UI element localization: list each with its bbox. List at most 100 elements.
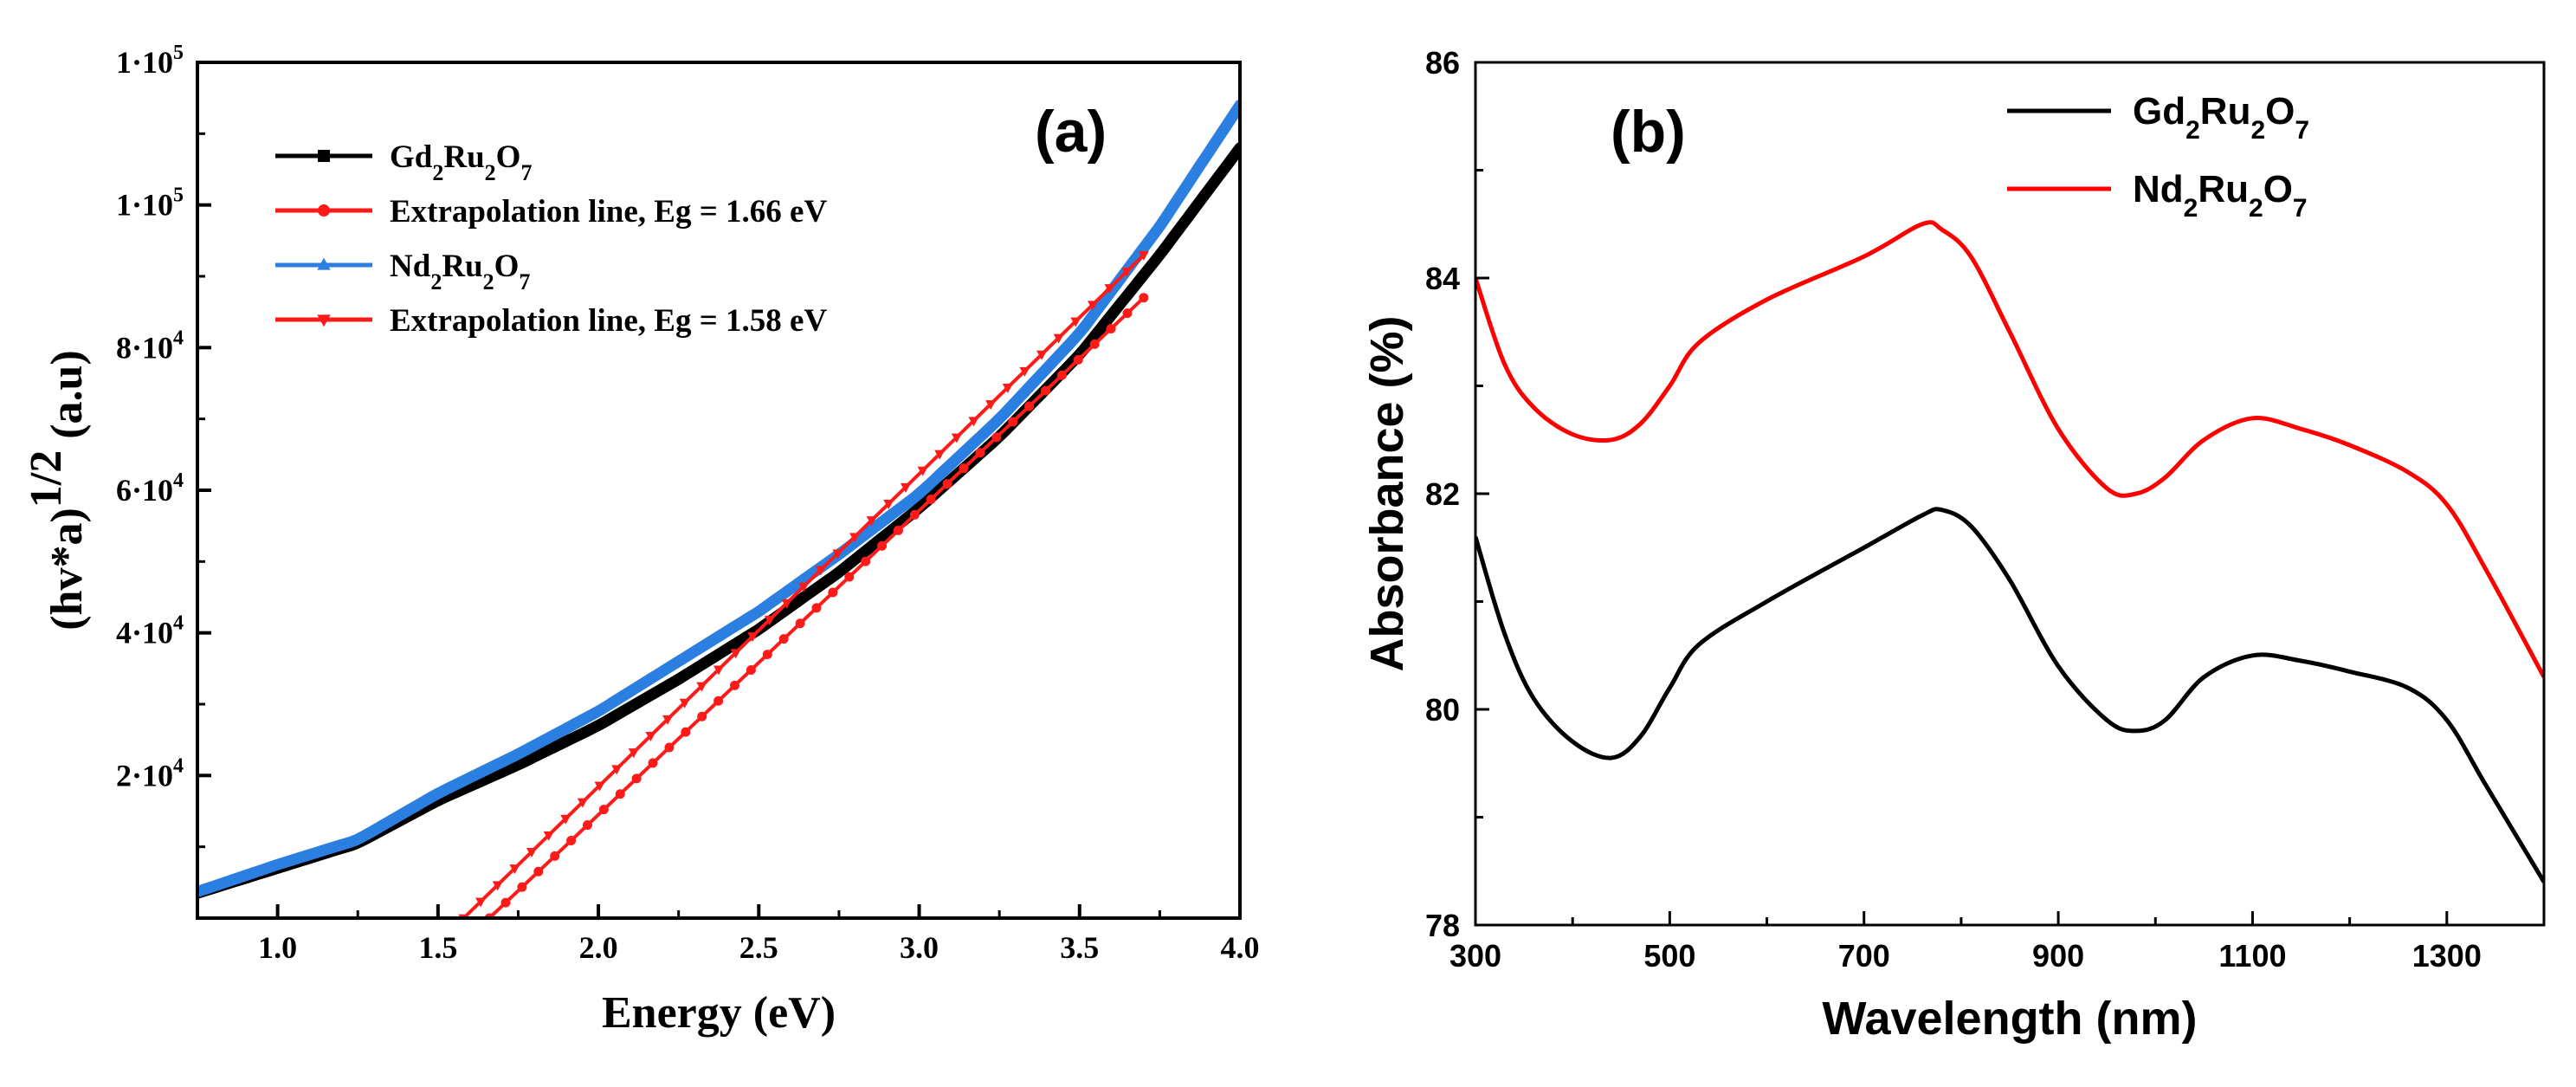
data-point (815, 566, 826, 576)
data-point (975, 448, 985, 458)
legend-entry: Nd2Ru2O7 (2007, 168, 2308, 223)
legend-entry: Nd2Ru2O7 (275, 249, 530, 294)
data-point (747, 632, 759, 643)
y-tick-label: 1·105 (116, 42, 184, 80)
series-a-3 (458, 250, 1149, 918)
series-b-0 (1475, 507, 2544, 883)
legend-label: Extrapolation line, Eg = 1.66 eV (390, 194, 827, 230)
y-axis-title: (hv*a)1/2 (a.u) (22, 350, 92, 631)
x-tick-label: 4.0 (1221, 930, 1260, 965)
data-point (1053, 333, 1064, 344)
data-point (500, 897, 511, 908)
panel-label-b: (b) (1611, 99, 1686, 165)
series-b-1 (1475, 220, 2544, 678)
panel-a-chart: 1.0 1.5 2.0 2.5 3.0 3.5 4.0 2·104 4·104 6·104 8·10… (22, 42, 1260, 1038)
data-point (832, 549, 843, 560)
data-point (550, 851, 560, 861)
data-point (1019, 366, 1030, 377)
x-tick-label: 1300 (2412, 938, 2482, 974)
data-point (844, 572, 855, 582)
data-point (681, 727, 691, 737)
data-point (762, 650, 772, 660)
data-point (849, 533, 861, 543)
x-tick-label: 300 (1449, 938, 1501, 974)
data-point (697, 711, 707, 721)
legend-label: Nd2Ru2O7 (390, 249, 530, 294)
data-point (1008, 417, 1018, 427)
legend-entry: Gd2Ru2O7 (2007, 90, 2309, 145)
y-tick-label: 1·105 (116, 184, 184, 223)
panel-b-chart: 300 500 700 900 1100 1300 78 80 82 84 86 Wavelength… (1361, 45, 2546, 1045)
x-tick-label: 1100 (2218, 938, 2286, 974)
x-tick-label: 500 (1643, 938, 1695, 974)
legend-marker (317, 257, 331, 270)
data-point (492, 881, 503, 891)
series-a-1 (484, 293, 1149, 918)
data-point (934, 450, 946, 460)
data-point (730, 680, 740, 690)
legend-label: Gd2Ru2O7 (390, 139, 532, 185)
x-axis-title: Energy (eV) (602, 988, 836, 1038)
y-tick-label: 2·104 (116, 754, 184, 793)
data-point (951, 433, 962, 443)
legend-label: Gd2Ru2O7 (2133, 90, 2309, 145)
data-point (1087, 301, 1099, 311)
data-point (713, 665, 725, 676)
data-point (598, 805, 609, 815)
series-a-2 (197, 99, 1240, 897)
data-point (1139, 293, 1149, 303)
legend-marker (318, 150, 330, 162)
data-point (959, 463, 969, 474)
data-point (893, 525, 903, 535)
data-point (985, 400, 997, 411)
data-point (1041, 385, 1051, 396)
data-point (764, 616, 775, 626)
y-tick-label: 6·104 (116, 469, 184, 508)
y-tick-label: 84 (1425, 261, 1460, 296)
y-tick-label: 8·104 (116, 327, 184, 365)
legend-entry: Extrapolation line, Eg = 1.58 eV (275, 303, 827, 339)
data-point (1036, 350, 1048, 360)
data-point (566, 835, 577, 845)
x-tick-label: 900 (2032, 938, 2084, 974)
x-tick-label: 1.5 (418, 930, 457, 965)
data-point (798, 582, 810, 592)
x-tick-label: 3.5 (1060, 930, 1099, 965)
x-tick-label: 700 (1838, 938, 1890, 974)
data-point (909, 509, 920, 520)
data-point (781, 598, 792, 609)
data-point (1070, 317, 1081, 327)
x-tick-label: 2.0 (579, 930, 618, 965)
data-point (1122, 308, 1133, 319)
legend-entry: Gd2Ru2O7 (275, 139, 532, 185)
panel-label-a: (a) (1035, 99, 1107, 165)
data-point (628, 748, 639, 759)
data-point (730, 649, 741, 659)
data-point (517, 882, 527, 892)
data-point (861, 556, 871, 566)
y-tick-label: 4·104 (116, 612, 184, 650)
data-point (594, 781, 605, 792)
data-point (1056, 370, 1067, 380)
data-point (926, 494, 936, 504)
data-point (1104, 284, 1115, 294)
data-point (883, 500, 894, 510)
data-point (662, 715, 674, 725)
data-point (664, 742, 675, 753)
data-point (828, 587, 838, 598)
data-point (713, 696, 724, 706)
data-point (543, 831, 554, 841)
data-point (475, 897, 487, 908)
y-tick-label: 78 (1425, 908, 1460, 943)
data-point (1024, 401, 1035, 411)
data-point (866, 516, 877, 527)
data-point (560, 814, 571, 825)
x-tick-label: 3.0 (900, 930, 939, 965)
series-line-1 (1475, 220, 2544, 678)
data-point (1138, 250, 1149, 261)
legend-marker (318, 204, 330, 217)
data-point (615, 789, 625, 799)
data-point (917, 466, 928, 476)
data-point (631, 773, 642, 784)
data-point (611, 765, 623, 775)
